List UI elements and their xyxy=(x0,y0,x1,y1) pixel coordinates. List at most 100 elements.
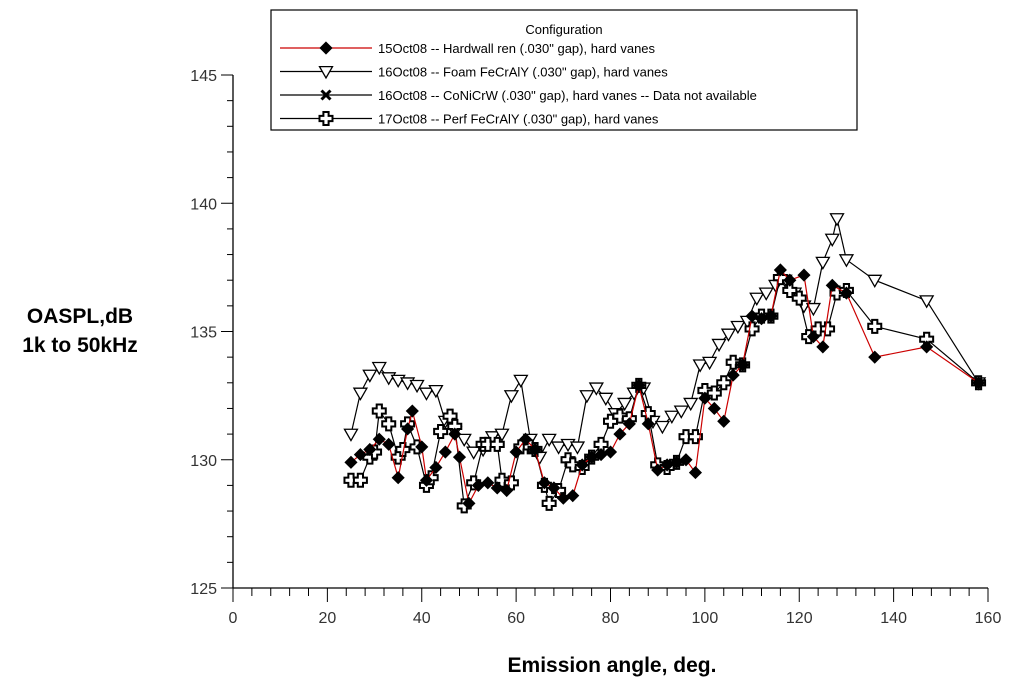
x-axis-title: Emission angle, deg. xyxy=(508,654,717,677)
data-point-cross xyxy=(744,321,760,337)
data-point-triangle xyxy=(494,428,510,442)
data-point-diamond xyxy=(816,340,830,354)
legend: Configuration 15Oct08 -- Hardwall ren (.… xyxy=(270,9,858,131)
data-point-diamond xyxy=(344,455,358,469)
data-point-triangle xyxy=(541,433,557,448)
data-point-triangle xyxy=(654,420,671,435)
axes: 125 130 135 140 145 0 20 40 60 80 100 120 140 160 xyxy=(190,68,1001,627)
data-point-diamond xyxy=(717,414,731,428)
data-point-diamond xyxy=(518,432,533,446)
data-point-diamond xyxy=(603,445,618,459)
data-point-triangle xyxy=(428,384,444,399)
legend-label: 16Oct08 -- Foam FeCrAlY (.030" gap), har… xyxy=(378,65,668,80)
data-point-triangle xyxy=(588,382,604,396)
data-point-diamond xyxy=(641,417,655,431)
data-point-triangle xyxy=(466,446,482,460)
data-point-triangle xyxy=(838,254,855,268)
data-point-diamond xyxy=(429,460,443,475)
data-point-diamond xyxy=(405,404,419,418)
y-tick-label: 125 xyxy=(190,581,217,598)
data-point-triangle xyxy=(683,397,699,412)
data-point-diamond xyxy=(566,489,580,503)
data-point-cross xyxy=(716,375,732,391)
data-point-triangle xyxy=(815,256,831,271)
data-point-diamond xyxy=(448,427,462,441)
data-point-diamond xyxy=(698,391,712,405)
data-point-triangle xyxy=(673,405,689,419)
legend-entries: 15Oct08 -- Hardwall ren (.030" gap), har… xyxy=(280,41,757,127)
data-point-diamond xyxy=(438,445,452,459)
data-point-cross xyxy=(867,318,883,334)
legend-label: 16Oct08 -- CoNiCrW (.030" gap), hard van… xyxy=(378,88,757,103)
data-point-diamond xyxy=(971,376,986,390)
data-point-diamond xyxy=(353,448,367,462)
x-tick-label: 160 xyxy=(975,610,1002,627)
data-point-diamond xyxy=(688,466,703,480)
data-point-diamond xyxy=(401,422,415,436)
data-point-diamond xyxy=(547,481,561,495)
legend-entry-0: 15Oct08 -- Hardwall ren (.030" gap), har… xyxy=(280,41,656,56)
x-tick-label: 120 xyxy=(786,610,813,627)
data-point-cross xyxy=(791,290,807,306)
data-point-cross xyxy=(706,385,722,401)
data-point-triangle xyxy=(805,302,822,317)
legend-box xyxy=(270,9,858,131)
x-tick-label: 140 xyxy=(880,610,907,627)
data-point-triangle xyxy=(409,379,425,394)
series-2 xyxy=(343,270,987,514)
data-point-cross xyxy=(725,354,741,370)
data-point-triangle xyxy=(362,369,378,383)
data-point-cross xyxy=(395,441,411,457)
y-tick-label: 130 xyxy=(190,453,217,470)
data-point-triangle xyxy=(829,213,845,227)
data-point-triangle xyxy=(919,295,935,309)
legend-label: 15Oct08 -- Hardwall ren (.030" gap), har… xyxy=(378,41,656,56)
data-point-diamond xyxy=(481,476,495,490)
data-point-diamond xyxy=(797,268,811,282)
data-point-triangle xyxy=(418,387,435,401)
data-point-cross xyxy=(541,495,557,511)
data-point-cross xyxy=(772,270,788,286)
data-point-cross xyxy=(565,457,581,473)
data-point-triangle xyxy=(758,287,774,301)
data-point-cross xyxy=(687,429,703,445)
data-point-diamond xyxy=(509,445,523,459)
data-point-diamond xyxy=(868,350,882,364)
data-point-diamond xyxy=(679,453,693,467)
data-point-cross xyxy=(371,403,387,419)
x-tick-label: 0 xyxy=(229,610,238,627)
x-tick-label: 100 xyxy=(692,610,719,627)
data-point-diamond xyxy=(500,483,514,498)
data-point-diamond xyxy=(806,330,820,344)
data-point-diamond xyxy=(490,481,504,495)
data-point-triangle xyxy=(824,233,840,247)
data-point-triangle xyxy=(456,433,472,448)
data-point-diamond xyxy=(462,496,476,510)
data-point-diamond xyxy=(839,286,854,300)
data-point-diamond xyxy=(319,41,333,55)
x-tick-label: 20 xyxy=(318,610,336,627)
y-tick-label: 145 xyxy=(190,68,217,85)
data-point-triangle xyxy=(749,292,765,306)
data-point-diamond xyxy=(528,442,542,457)
x-tick-label: 40 xyxy=(413,610,431,627)
data-point-triangle xyxy=(711,338,727,353)
data-point-cross xyxy=(503,475,519,491)
data-point-diamond xyxy=(736,358,750,372)
x-mark-stroke xyxy=(320,89,332,101)
data-point-triangle xyxy=(579,390,595,404)
data-point-diamond xyxy=(707,401,721,416)
data-point-triangle xyxy=(598,392,614,407)
data-point-triangle xyxy=(867,274,883,289)
series-0 xyxy=(344,263,986,510)
data-point-cross xyxy=(352,472,368,488)
data-point-diamond xyxy=(920,340,934,354)
data-point-cross xyxy=(381,416,397,432)
legend-title: Configuration xyxy=(525,22,602,37)
data-point-diamond xyxy=(622,417,636,431)
data-point-diamond xyxy=(419,473,434,487)
data-point-cross xyxy=(489,436,505,452)
x-tick-label: 80 xyxy=(602,610,620,627)
data-point-diamond xyxy=(415,440,429,454)
data-point-triangle xyxy=(617,397,633,412)
